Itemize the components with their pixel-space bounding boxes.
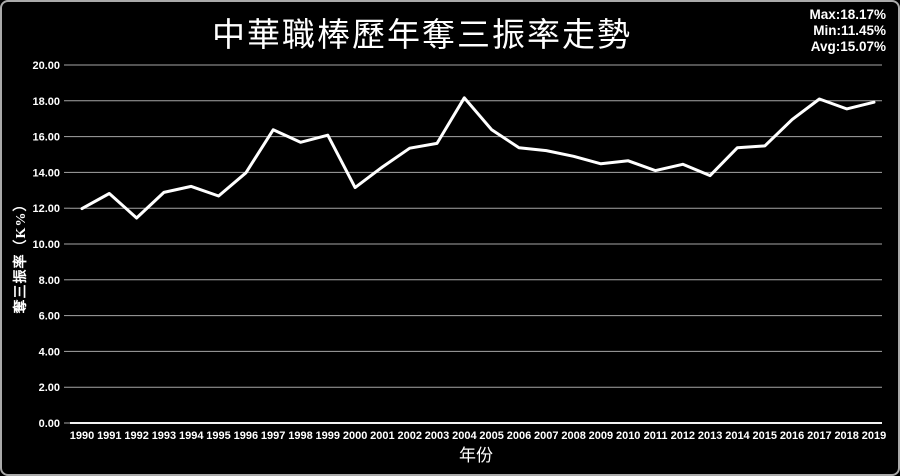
x-tick-label: 2000 (343, 430, 367, 442)
y-tick-label: 14.00 (32, 167, 60, 179)
x-tick-label: 2011 (644, 430, 668, 442)
y-tick-label: 4.00 (39, 346, 60, 358)
x-tick-label: 2009 (589, 430, 613, 442)
x-tick-label: 2006 (507, 430, 531, 442)
x-tick-label: 2014 (725, 430, 750, 442)
x-tick-label: 2017 (807, 430, 831, 442)
x-tick-label: 2003 (425, 430, 449, 442)
x-tick-label: 1993 (152, 430, 176, 442)
data-line (80, 96, 876, 220)
stat-avg: Avg:15.07% (810, 39, 886, 54)
x-tick-label: 2007 (534, 430, 558, 442)
x-tick-label: 1994 (179, 430, 204, 442)
x-axis-title: 年份 (459, 446, 493, 465)
x-tick-label: 2018 (834, 430, 858, 442)
x-tick-label: 2001 (370, 430, 394, 442)
x-tick-label: 2002 (397, 430, 421, 442)
stat-max: Max:18.17% (809, 7, 886, 22)
y-tick-label: 10.00 (32, 239, 60, 251)
x-tick-label: 2008 (561, 430, 585, 442)
x-tick-label: 1992 (124, 430, 148, 442)
y-axis-title: 奪三振率（K%） (14, 196, 29, 314)
x-tick-label: 2004 (452, 430, 477, 442)
y-tick-label: 8.00 (39, 275, 60, 287)
x-tick-label: 2012 (671, 430, 695, 442)
stats-box: Max:18.17% Min:11.45% Avg:15.07% (809, 7, 886, 55)
y-tick-label: 12.00 (32, 203, 60, 215)
x-tick-label: 1997 (261, 430, 285, 442)
y-tick-label: 6.00 (39, 311, 60, 323)
y-tick-label: 18.00 (32, 96, 60, 108)
stat-min: Min:11.45% (813, 23, 886, 38)
x-tick-label: 1996 (234, 430, 258, 442)
chart-title: 中華職棒歷年奪三振率走勢 (212, 18, 632, 54)
x-tick-label: 2010 (616, 430, 640, 442)
y-tick-label: 20.00 (32, 60, 60, 72)
y-tick-label: 16.00 (32, 132, 60, 144)
y-tick-label: 0.00 (39, 418, 60, 430)
x-tick-label: 2019 (862, 430, 886, 442)
x-tick-label: 2013 (698, 430, 722, 442)
x-tick-label: 1998 (288, 430, 312, 442)
x-tick-label: 1999 (316, 430, 340, 442)
x-tick-label: 1991 (97, 430, 121, 442)
y-tick-label: 2.00 (39, 382, 60, 394)
x-tick-label: 2005 (479, 430, 503, 442)
x-tick-label: 1995 (206, 430, 230, 442)
x-tick-label: 2015 (753, 430, 777, 442)
x-tick-label: 1990 (70, 430, 94, 442)
x-tick-label: 2016 (780, 430, 804, 442)
